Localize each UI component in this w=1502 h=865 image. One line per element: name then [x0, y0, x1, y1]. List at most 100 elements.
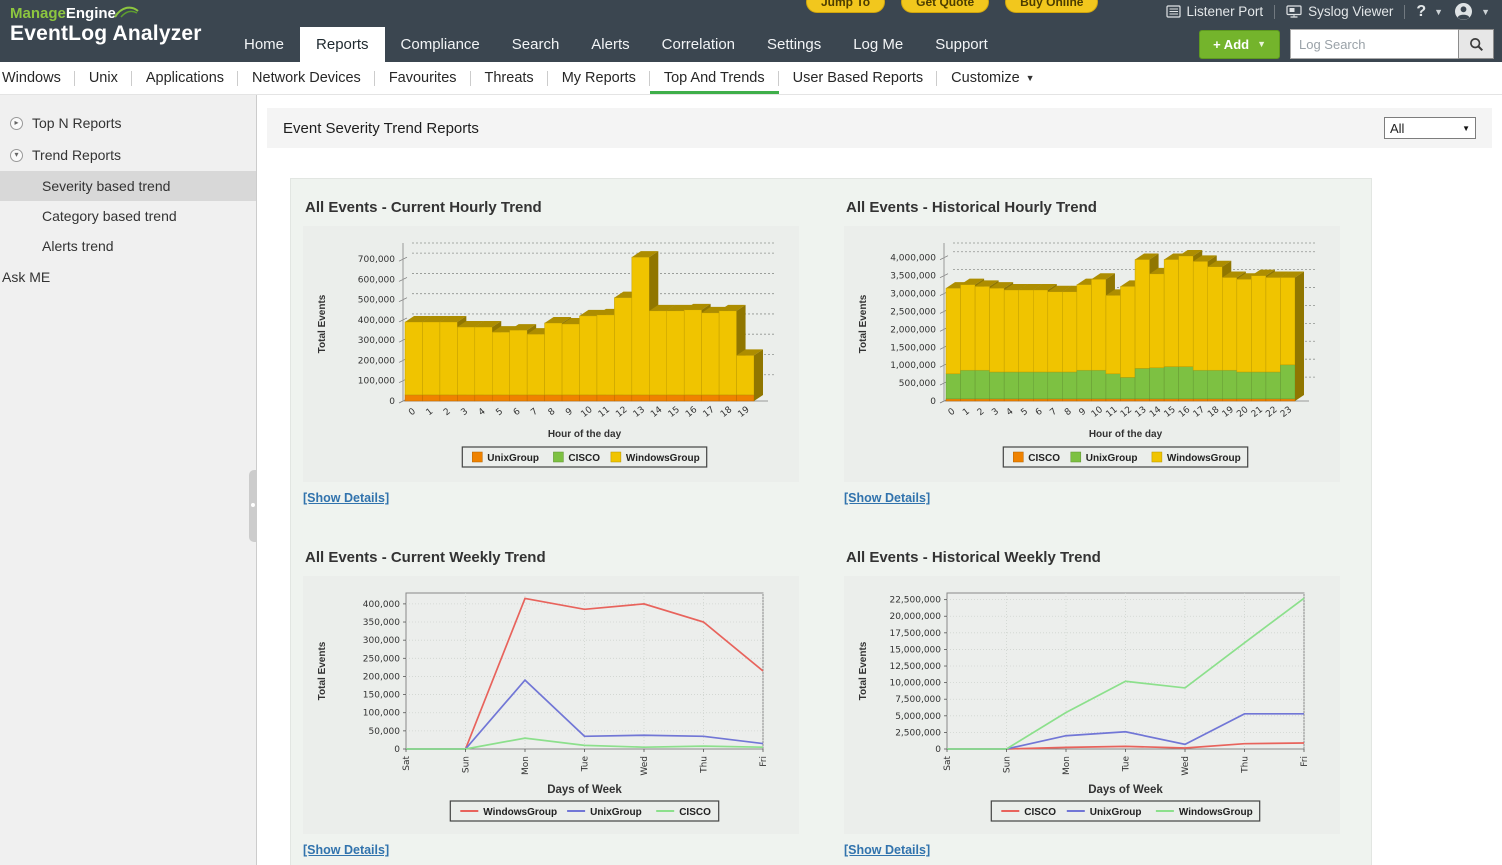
svg-text:22: 22 [1264, 405, 1279, 420]
expand-icon[interactable]: ▸ [10, 117, 23, 130]
svg-text:WindowsGroup: WindowsGroup [1179, 807, 1253, 818]
svg-text:23: 23 [1279, 405, 1294, 420]
svg-text:Days of Week: Days of Week [547, 784, 622, 796]
svg-text:1,500,000: 1,500,000 [890, 343, 936, 353]
svg-text:14: 14 [649, 405, 664, 420]
svg-text:3: 3 [990, 407, 1001, 418]
svg-text:Mon: Mon [1062, 756, 1072, 775]
svg-text:9: 9 [564, 407, 575, 419]
divider [1404, 5, 1405, 19]
svg-text:14: 14 [1148, 405, 1163, 420]
svg-text:10,000,000: 10,000,000 [889, 679, 941, 689]
syslog-viewer-button[interactable]: Syslog Viewer [1286, 4, 1393, 19]
svg-text:11: 11 [1104, 405, 1119, 420]
svg-text:4: 4 [477, 407, 488, 419]
syslog-viewer-icon [1286, 5, 1302, 18]
main-nav: Home Reports Compliance Search Alerts Co… [228, 27, 1004, 62]
svg-text:Fri: Fri [1300, 756, 1310, 767]
svg-text:4,000,000: 4,000,000 [890, 254, 936, 264]
svg-text:Sun: Sun [1003, 756, 1013, 773]
sidebar-item-severity-based-trend[interactable]: Severity based trend [0, 171, 256, 201]
help-caret-icon: ▼ [1434, 7, 1443, 17]
historical-hourly-trend-bar-chart: 0500,0001,000,0001,500,0002,000,0002,500… [852, 231, 1332, 477]
subnav-unix[interactable]: Unix [75, 62, 132, 94]
listener-port-button[interactable]: Listener Port [1166, 4, 1264, 19]
svg-text:12: 12 [1119, 405, 1134, 420]
svg-text:400,000: 400,000 [358, 316, 395, 326]
show-details-link[interactable]: [Show Details] [303, 491, 389, 505]
tab-reports[interactable]: Reports [300, 27, 385, 62]
tab-settings[interactable]: Settings [751, 27, 837, 62]
sidebar-item-trend-reports[interactable]: ▾ Trend Reports [0, 139, 256, 171]
subnav-network-devices[interactable]: Network Devices [238, 62, 375, 94]
report-filter-select[interactable]: All ▼ [1384, 117, 1476, 139]
svg-text:CISCO: CISCO [568, 453, 600, 464]
show-details-link[interactable]: [Show Details] [303, 843, 389, 857]
sidebar-item-alerts-trend[interactable]: Alerts trend [0, 231, 256, 261]
tab-search[interactable]: Search [496, 27, 576, 62]
chart-canvas: 0100,000200,000300,000400,000500,000600,… [303, 226, 799, 482]
subnav-user-based-reports[interactable]: User Based Reports [779, 62, 938, 94]
svg-text:7,500,000: 7,500,000 [895, 695, 941, 705]
svg-text:0: 0 [407, 407, 418, 419]
subnav-customize[interactable]: Customize ▼ [937, 62, 1048, 94]
sidebar-collapse-handle[interactable] [249, 470, 257, 542]
svg-text:Total Events: Total Events [858, 294, 869, 353]
svg-text:15: 15 [667, 405, 682, 420]
svg-text:22,500,000: 22,500,000 [889, 596, 941, 606]
tab-compliance[interactable]: Compliance [385, 27, 496, 62]
svg-text:Total Events: Total Events [317, 641, 328, 700]
add-button[interactable]: + Add ▼ [1199, 30, 1280, 59]
log-search-input[interactable] [1290, 29, 1458, 59]
page-title: Event Severity Trend Reports [283, 120, 479, 137]
account-caret-icon: ▼ [1481, 7, 1490, 17]
brand-logo[interactable]: ManageEngine EventLog Analyzer [10, 5, 202, 46]
subnav-applications[interactable]: Applications [132, 62, 238, 94]
subnav-my-reports[interactable]: My Reports [548, 62, 650, 94]
svg-text:Sun: Sun [462, 756, 472, 773]
charts-grid: All Events - Current Hourly Trend 0100,0… [291, 179, 1371, 857]
svg-text:200,000: 200,000 [363, 672, 400, 682]
subnav-windows[interactable]: Windows [0, 62, 75, 94]
svg-text:0: 0 [947, 407, 958, 419]
svg-text:1: 1 [961, 407, 972, 418]
tab-correlation[interactable]: Correlation [646, 27, 751, 62]
svg-text:6: 6 [1034, 407, 1045, 419]
search-button[interactable] [1458, 29, 1494, 59]
main-content: Event Severity Trend Reports All ▼ All E… [257, 95, 1502, 865]
tab-log-me[interactable]: Log Me [837, 27, 919, 62]
sidebar-item-category-based-trend[interactable]: Category based trend [0, 201, 256, 231]
collapse-icon[interactable]: ▾ [10, 149, 23, 162]
svg-text:WindowsGroup: WindowsGroup [626, 453, 700, 464]
show-details-link[interactable]: [Show Details] [844, 843, 930, 857]
buy-online-button[interactable]: Buy Online [1005, 0, 1098, 13]
filter-selected-value: All [1390, 121, 1404, 136]
jump-to-button[interactable]: Jump To [806, 0, 885, 13]
svg-text:16: 16 [1177, 405, 1192, 420]
help-menu-button[interactable]: ? ▼ [1416, 3, 1443, 21]
tab-support[interactable]: Support [919, 27, 1004, 62]
subnav-threats[interactable]: Threats [471, 62, 548, 94]
charts-panel: All Events - Current Hourly Trend 0100,0… [290, 178, 1372, 865]
tab-home[interactable]: Home [228, 27, 300, 62]
svg-text:0: 0 [394, 745, 400, 755]
svg-text:2: 2 [442, 407, 453, 418]
chart-canvas: 050,000100,000150,000200,000250,000300,0… [303, 576, 799, 834]
tab-alerts[interactable]: Alerts [575, 27, 645, 62]
reports-subnav: Windows Unix Applications Network Device… [0, 62, 1502, 95]
svg-text:4: 4 [1005, 407, 1016, 419]
subnav-top-and-trends[interactable]: Top And Trends [650, 62, 779, 94]
svg-text:9: 9 [1078, 407, 1089, 419]
svg-text:150,000: 150,000 [363, 691, 400, 701]
account-menu-button[interactable]: ▼ [1454, 2, 1490, 21]
show-details-link[interactable]: [Show Details] [844, 491, 930, 505]
svg-text:2: 2 [976, 407, 987, 418]
svg-text:12: 12 [614, 405, 629, 420]
listener-port-icon [1166, 5, 1181, 18]
get-quote-button[interactable]: Get Quote [901, 0, 989, 13]
svg-text:15: 15 [1163, 405, 1178, 420]
sidebar-item-ask-me[interactable]: Ask ME [0, 269, 256, 285]
svg-text:8: 8 [1063, 407, 1074, 419]
subnav-favourites[interactable]: Favourites [375, 62, 471, 94]
sidebar-item-top-n-reports[interactable]: ▸ Top N Reports [0, 107, 256, 139]
